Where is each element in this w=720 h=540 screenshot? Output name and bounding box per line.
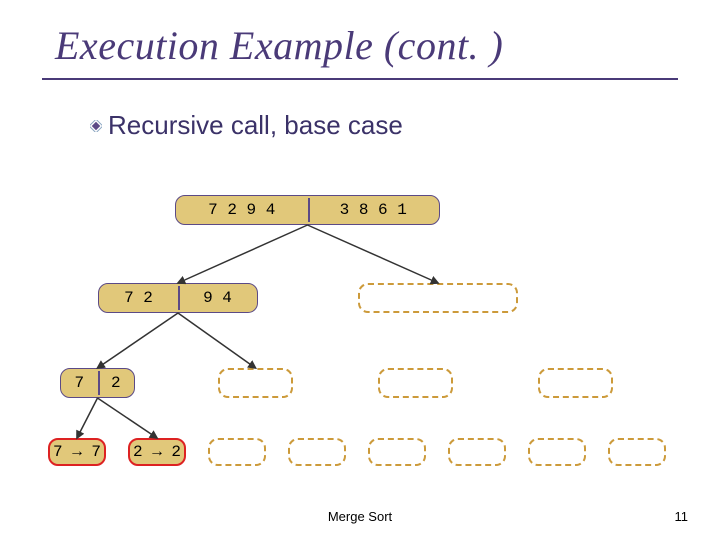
tree-node-l1-left: 7 2 9 4 [98,283,258,313]
title-underline [42,78,678,80]
node-text-right: 3 8 6 1 [308,201,440,219]
tree-node-l2-3 [538,368,613,398]
node-divider [178,286,180,310]
tree-leaf-0: 7 → 7 [48,438,106,466]
tree-node-l2-2 [378,368,453,398]
bullet-row: Recursive call, base case [90,110,403,141]
slide: Execution Example (cont. ) Recursive cal… [0,0,720,540]
node-text-left: 7 [61,374,98,392]
node-divider [98,371,100,395]
node-divider [308,198,310,222]
node-text-right: 9 4 [178,289,257,307]
subtitle-text: Recursive call, base case [108,110,403,141]
tree-leaf-4 [368,438,426,466]
tree-node-l2-1 [218,368,293,398]
tree-leaf-6 [528,438,586,466]
footer-page-number: 11 [675,509,689,524]
node-text-right: 2 [98,374,135,392]
leaf-text: 2 → 2 [133,443,181,461]
node-text-left: 7 2 [99,289,178,307]
slide-title: Execution Example (cont. ) [55,22,503,69]
tree-leaf-2 [208,438,266,466]
diamond-bullet-icon [90,120,102,132]
node-text-left: 7 2 9 4 [176,201,308,219]
tree-node-root: 7 2 9 4 3 8 6 1 [175,195,440,225]
footer-center: Merge Sort [0,509,720,524]
tree-node-l1-right [358,283,518,313]
tree-leaf-1: 2 → 2 [128,438,186,466]
tree-node-l2-0: 7 2 [60,368,135,398]
leaf-text: 7 → 7 [53,443,101,461]
tree-leaf-5 [448,438,506,466]
tree-leaf-3 [288,438,346,466]
tree-leaf-7 [608,438,666,466]
